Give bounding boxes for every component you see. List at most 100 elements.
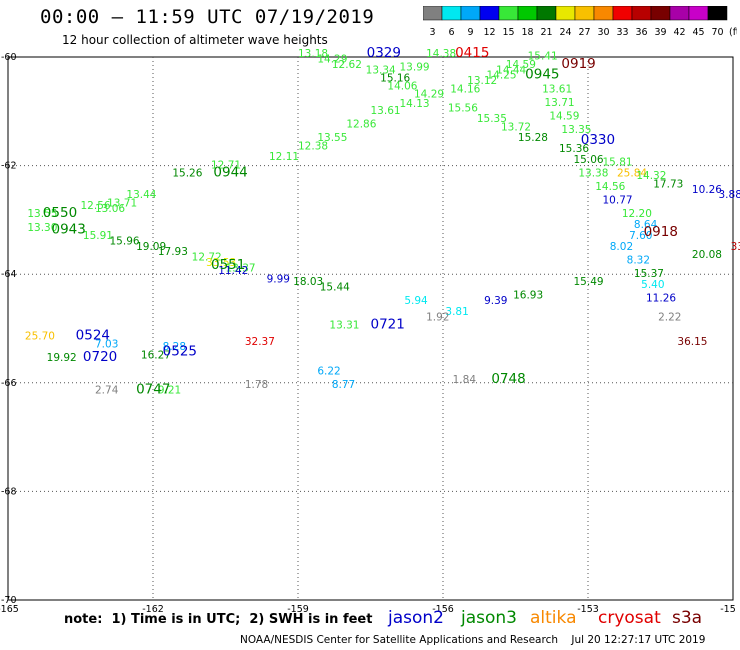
colorbar-level-label: 18	[521, 27, 533, 38]
swh-value-label: 13.61	[371, 105, 401, 117]
swh-value-label: 8.64	[634, 219, 658, 231]
pass-time-label: 0525	[163, 344, 197, 360]
swh-value-label: 12.56	[81, 200, 111, 212]
pass-time-label: 0329	[367, 45, 401, 61]
swh-value-label: 14.38	[426, 48, 456, 60]
swh-value-label: 14.29	[414, 89, 444, 101]
colorbar-level-label: 27	[578, 27, 590, 38]
pass-time-label: 0918	[644, 224, 678, 240]
colorbar-level-label: 21	[540, 27, 552, 38]
swh-value-label: 12.11	[269, 151, 299, 163]
colorbar-level-label: 36	[635, 27, 647, 38]
latitude-label: -68	[1, 486, 17, 497]
swh-value-label: 9.39	[484, 295, 507, 307]
legend-jason3: jason3	[461, 608, 517, 628]
swh-value-label: 18.03	[293, 276, 323, 288]
swh-value-label: 13.37	[226, 262, 256, 274]
swh-value-label: 13.30	[27, 222, 57, 234]
colorbar-level-label: 70	[711, 27, 723, 38]
swh-value-label: 14.44	[496, 64, 526, 76]
swh-value-label: 1.84	[453, 374, 477, 386]
legend-altika: altika	[530, 608, 577, 628]
swh-value-label: 5.94	[404, 295, 428, 307]
pass-time-label: 0945	[525, 67, 559, 83]
swh-value-label: 12.38	[298, 140, 328, 152]
swh-value-label: 5.40	[641, 279, 664, 291]
swh-value-label: 14.29	[317, 53, 347, 65]
swh-value-label: 15.35	[477, 113, 507, 125]
legend-cryosat: cryosat	[598, 608, 661, 628]
swh-value-label: 13.55	[27, 208, 57, 220]
swh-value-label: 17.73	[653, 178, 683, 190]
swh-value-label: 12.72	[192, 252, 222, 264]
swh-value-label: 14.16	[450, 83, 480, 95]
colorbar-level-label: 9	[467, 27, 473, 38]
swh-value-label: 15.37	[634, 268, 664, 280]
longitude-label: -159	[287, 604, 309, 615]
colorbar-level-label: 3	[429, 27, 435, 38]
swh-value-label: 12.20	[622, 208, 652, 220]
swh-value-label: 25.84	[617, 167, 647, 179]
pass-time-label: 0919	[561, 56, 595, 72]
swh-value-label: 13.44	[126, 189, 156, 201]
swh-value-label: 6.22	[317, 366, 340, 378]
swh-value-label: 7.60	[629, 230, 652, 242]
swh-value-label: 13.18	[298, 48, 328, 60]
swh-value-label: 15.91	[83, 230, 113, 242]
swh-value-label: 32.37	[245, 336, 275, 348]
longitude-label: -153	[577, 604, 599, 615]
colorbar-level-label: 12	[483, 27, 495, 38]
page-title: 00:00 – 11:59 UTC 07/19/2019	[40, 6, 375, 28]
swh-value-label: 14.32	[636, 170, 666, 182]
latitude-label: -66	[1, 378, 17, 389]
swh-value-label: 15.56	[448, 102, 478, 114]
swh-value-label: 16.27	[141, 349, 171, 361]
swh-value-label: 15.44	[320, 281, 350, 293]
swh-value-label: 13.31	[329, 320, 359, 332]
longitude-label: -15	[720, 604, 736, 615]
swh-value-label: 36.15	[677, 336, 707, 348]
swh-value-label: 1.78	[245, 379, 268, 391]
swh-value-label: 15.26	[172, 167, 202, 179]
swh-value-label: 16.93	[513, 290, 543, 302]
swh-value-label: 13.38	[578, 167, 608, 179]
colorbar-level-label: 39	[654, 27, 666, 38]
pass-time-label: 0720	[83, 349, 117, 365]
swh-value-label: 15.96	[110, 235, 140, 247]
swh-value-label: 14.56	[595, 181, 625, 193]
swh-value-label: 3.88	[719, 189, 740, 201]
colorbar-level-label: 15	[502, 27, 514, 38]
pass-time-label: 0524	[76, 327, 110, 343]
swh-value-label: 7.03	[95, 339, 118, 351]
swh-value-label: 9.99	[267, 273, 290, 285]
pass-time-label: 0415	[455, 45, 489, 61]
pass-time-label: 0943	[52, 221, 86, 237]
legend-s3a: s3a	[672, 608, 703, 628]
swh-value-label: 20.08	[692, 249, 722, 261]
swh-value-label: 10.26	[692, 184, 722, 196]
pass-time-label: 0944	[213, 164, 247, 180]
latitude-label: -64	[1, 269, 17, 280]
swh-value-label: 13.61	[542, 83, 572, 95]
swh-value-label: 15.16	[380, 72, 410, 84]
swh-value-label: 14.25	[487, 70, 517, 82]
swh-value-label: 13.35	[561, 124, 591, 136]
swh-value-label: 15.41	[528, 51, 558, 63]
swh-value-label: 8.77	[332, 379, 355, 391]
swh-value-label: 14.59	[506, 59, 536, 71]
swh-value-label: 13.06	[95, 203, 125, 215]
latitude-label: -62	[1, 161, 17, 172]
page-subtitle: 12 hour collection of altimeter wave hei…	[62, 33, 328, 47]
swh-value-label: 25.70	[25, 330, 55, 342]
colorbar-swatch	[707, 6, 728, 21]
swh-value-label: 12.71	[211, 159, 241, 171]
swh-value-label: 8.32	[627, 254, 650, 266]
swh-value-label: 15.28	[518, 132, 548, 144]
swh-value-label: 1.92	[426, 311, 449, 323]
latitude-label: -70	[1, 595, 17, 606]
swh-value-label: 8.28	[163, 341, 186, 353]
pass-time-label: 0748	[491, 371, 525, 387]
colorbar-unit-label: (ft)	[729, 27, 737, 38]
